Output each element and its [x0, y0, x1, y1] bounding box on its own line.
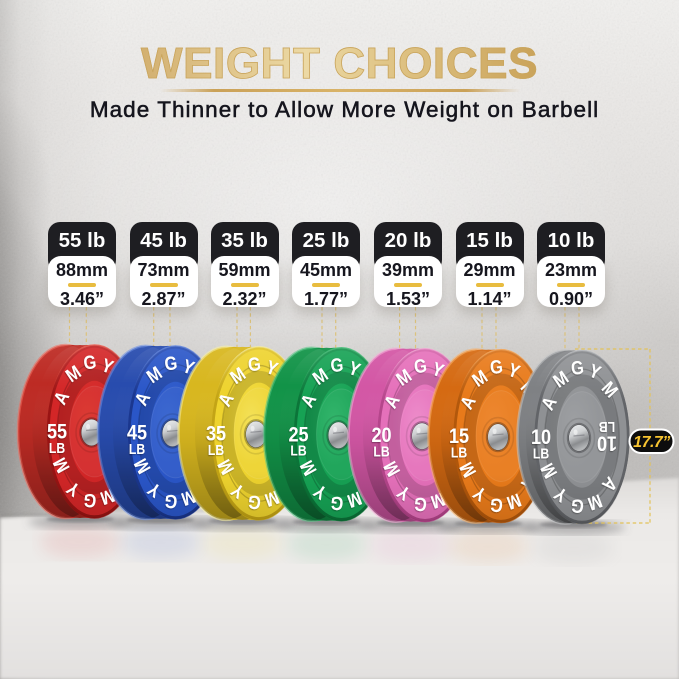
svg-text:LB: LB	[49, 440, 66, 456]
svg-text:G: G	[247, 353, 262, 376]
svg-text:G: G	[247, 491, 262, 514]
svg-text:35: 35	[206, 422, 226, 446]
svg-text:LB: LB	[599, 419, 616, 435]
svg-text:G: G	[570, 356, 585, 379]
svg-text:G: G	[329, 354, 344, 377]
svg-text:LB: LB	[373, 444, 390, 460]
svg-text:G: G	[329, 492, 344, 515]
svg-text:LB: LB	[290, 443, 307, 459]
svg-text:LB: LB	[533, 446, 550, 462]
svg-text:20: 20	[371, 424, 391, 448]
svg-text:LB: LB	[129, 441, 146, 457]
svg-text:G: G	[82, 489, 97, 512]
svg-text:G: G	[570, 495, 585, 518]
svg-text:LB: LB	[451, 445, 468, 461]
svg-text:LB: LB	[208, 442, 225, 458]
svg-text:15: 15	[449, 425, 469, 449]
svg-text:G: G	[413, 493, 428, 516]
svg-text:10: 10	[531, 426, 551, 450]
svg-text:17.7”: 17.7”	[633, 434, 670, 451]
svg-text:G: G	[413, 355, 428, 378]
svg-text:G: G	[489, 494, 504, 517]
svg-text:25: 25	[288, 423, 308, 447]
svg-text:G: G	[489, 356, 504, 379]
svg-text:G: G	[82, 351, 97, 374]
svg-text:55: 55	[47, 420, 67, 444]
svg-text:10: 10	[597, 431, 617, 455]
svg-text:45: 45	[127, 421, 147, 445]
svg-text:G: G	[163, 490, 178, 513]
svg-text:G: G	[163, 352, 178, 375]
